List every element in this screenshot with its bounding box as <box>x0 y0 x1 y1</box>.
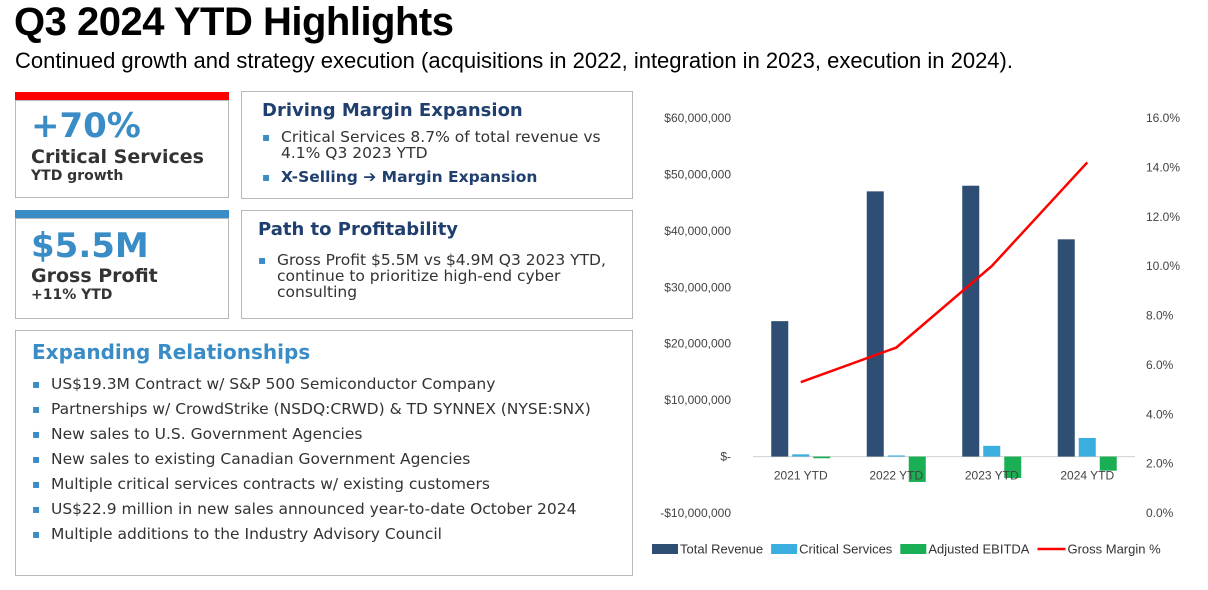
kpi-gross-profit-card: $5.5M Gross Profit +11% YTD <box>15 218 229 319</box>
bar-total-revenue <box>771 321 789 457</box>
kpi-gross-value: $5.5M <box>31 226 149 266</box>
legend-label: Gross Margin % <box>1067 542 1161 557</box>
revenue-chart-svg: -$10,000,000 $- $10,000,000 $20,000,000 $30,… <box>652 111 1180 557</box>
right-axis-tick-label: 16.0% <box>1146 111 1180 125</box>
kpi-critical-label: Critical Services <box>31 146 204 168</box>
legend-label: Total Revenue <box>680 542 763 557</box>
left-axis-tick-label: $30,000,000 <box>664 280 731 294</box>
relationship-bullet: New sales to U.S. Government Agencies <box>32 426 616 442</box>
margin-bold-bullet: X-Selling ➔ Margin Expansion <box>262 169 616 185</box>
kpi-critical-accent-bar <box>15 92 229 100</box>
legend-swatch <box>771 544 798 554</box>
right-axis-tick-label: 4.0% <box>1146 407 1174 421</box>
relationship-bullet: Multiple additions to the Industry Advis… <box>32 526 616 542</box>
right-axis-tick-label: 2.0% <box>1146 457 1174 471</box>
kpi-gross-sub: +11% YTD <box>31 286 113 303</box>
margin-bullet-list: Critical Services 8.7% of total revenue … <box>262 129 616 185</box>
left-axis-tick-label: $10,000,000 <box>664 393 731 407</box>
bar-critical-services <box>1078 437 1096 457</box>
bar-adjusted-ebitda <box>908 456 926 482</box>
left-axis-tick-label: -$10,000,000 <box>660 506 731 520</box>
bar-total-revenue <box>962 185 980 457</box>
relationship-bullet: Partnerships w/ CrowdStrike (NSDQ:CRWD) … <box>32 401 616 417</box>
legend-swatch <box>900 544 927 554</box>
x-axis-category-label: 2023 YTD <box>965 469 1019 483</box>
kpi-critical-value: +70% <box>31 106 141 146</box>
right-axis-tick-label: 0.0% <box>1146 506 1174 520</box>
relationship-bullet: US$22.9 million in new sales announced y… <box>32 501 616 517</box>
relationship-bullet: Multiple critical services contracts w/ … <box>32 476 616 492</box>
profit-title: Path to Profitability <box>258 219 459 240</box>
kpi-gross-label: Gross Profit <box>31 265 158 287</box>
x-axis-category-label: 2021 YTD <box>774 469 828 483</box>
bar-adjusted-ebitda <box>813 456 831 459</box>
profit-bullet: Gross Profit $5.5M vs $4.9M Q3 2023 YTD,… <box>258 252 616 300</box>
left-axis-tick-label: $60,000,000 <box>664 111 731 125</box>
kpi-gross-accent-bar <box>15 210 229 218</box>
bar-adjusted-ebitda <box>1004 456 1022 479</box>
legend-label: Critical Services <box>799 542 893 557</box>
bar-critical-services <box>887 455 905 457</box>
x-axis-category-label: 2024 YTD <box>1060 469 1114 483</box>
bar-critical-services <box>983 445 1001 457</box>
relationships-bullet-list: US$19.3M Contract w/ S&P 500 Semiconduct… <box>32 376 616 542</box>
right-axis-tick-label: 10.0% <box>1146 259 1180 273</box>
left-axis-tick-label: $- <box>720 450 731 464</box>
right-axis-tick-label: 12.0% <box>1146 210 1180 224</box>
legend-swatch <box>652 544 678 554</box>
kpi-critical-services-card: +70% Critical Services YTD growth <box>15 100 229 198</box>
left-axis-tick-label: $50,000,000 <box>664 167 731 181</box>
page-subtitle: Continued growth and strategy execution … <box>15 48 1013 73</box>
relationship-bullet: New sales to existing Canadian Governmen… <box>32 451 616 467</box>
relationships-title: Expanding Relationships <box>32 340 311 364</box>
bar-total-revenue <box>866 191 884 457</box>
line-gross-margin <box>800 161 1089 384</box>
legend-label: Adjusted EBITDA <box>928 542 1029 557</box>
profit-bullet-list: Gross Profit $5.5M vs $4.9M Q3 2023 YTD,… <box>258 252 616 300</box>
kpi-critical-sub: YTD growth <box>31 167 124 184</box>
right-axis-tick-label: 6.0% <box>1146 358 1174 372</box>
margin-bullet: Critical Services 8.7% of total revenue … <box>262 129 616 161</box>
bar-adjusted-ebitda <box>1099 456 1117 471</box>
page-title: Q3 2024 YTD Highlights <box>14 0 454 44</box>
relationship-bullet: US$19.3M Contract w/ S&P 500 Semiconduct… <box>32 376 616 392</box>
revenue-chart: -$10,000,000 $- $10,000,000 $20,000,000 $30,… <box>640 100 1208 586</box>
bar-critical-services <box>792 454 810 457</box>
path-to-profitability-card: Path to Profitability Gross Profit $5.5M… <box>241 210 633 319</box>
x-axis-category-label: 2022 YTD <box>869 469 923 483</box>
bar-total-revenue <box>1057 239 1075 457</box>
left-axis-tick-label: $20,000,000 <box>664 337 731 351</box>
margin-expansion-card: Driving Margin Expansion Critical Servic… <box>241 91 633 199</box>
expanding-relationships-card: Expanding Relationships US$19.3M Contrac… <box>15 330 633 576</box>
right-axis-tick-label: 8.0% <box>1146 309 1174 323</box>
left-axis-tick-label: $40,000,000 <box>664 224 731 238</box>
margin-title: Driving Margin Expansion <box>262 100 523 121</box>
right-axis-tick-label: 14.0% <box>1146 160 1180 174</box>
